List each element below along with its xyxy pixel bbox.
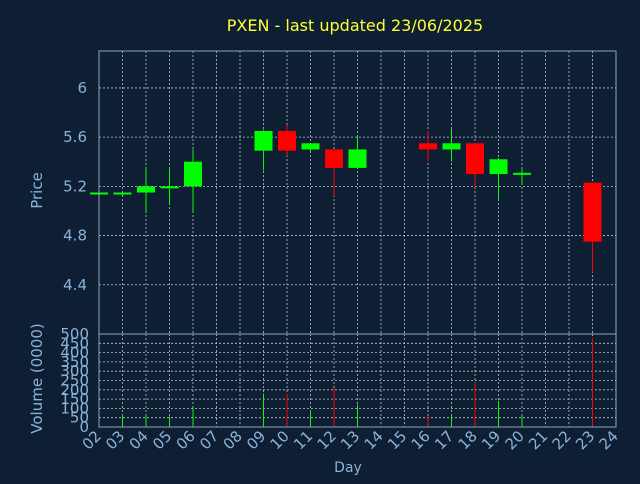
price-tick-label: 5.6 (63, 128, 87, 146)
x-tick-label: 17 (431, 427, 457, 453)
candle-body (489, 159, 508, 175)
price-tick-label: 6 (77, 79, 87, 97)
volume-tick-label: 300 (60, 362, 89, 380)
x-tick-label: 11 (290, 427, 316, 453)
volume-tick-label: 100 (60, 399, 89, 417)
x-tick-label: 13 (337, 427, 363, 453)
candle-body (419, 143, 437, 150)
x-tick-label: 15 (384, 427, 410, 453)
x-tick-label: 07 (196, 427, 222, 453)
x-tick-label: 08 (220, 427, 246, 453)
candle-body (113, 192, 132, 195)
x-tick-label: 06 (173, 427, 199, 453)
x-tick-label: 04 (126, 427, 152, 453)
price-tick-label: 4.4 (63, 276, 87, 294)
volume-plot-frame (98, 333, 617, 428)
price-axis-label: Price (28, 172, 46, 209)
candle-body (184, 161, 202, 187)
candle-body (137, 186, 155, 193)
candle-body (513, 172, 531, 175)
x-tick-label: 14 (361, 427, 387, 453)
x-tick-label: 05 (149, 427, 175, 453)
volume-tick-label: 500 (60, 325, 89, 343)
volume-tick-label: 0 (79, 418, 89, 436)
candle-body (160, 186, 179, 189)
x-axis-label: Day (334, 460, 362, 476)
candle-body (301, 143, 320, 150)
volume-tick-label: 250 (60, 372, 89, 390)
volume-axis-label: Volume (0000) (28, 323, 46, 433)
candle-body (325, 149, 343, 168)
candle-body (466, 143, 484, 175)
candle-body (348, 149, 367, 168)
volume-tick-label: 150 (60, 390, 89, 408)
volume-tick-label: 50 (70, 409, 89, 427)
price-grid (98, 51, 617, 334)
x-tick-label: 19 (478, 427, 504, 453)
x-tick-label: 21 (525, 427, 551, 453)
candle-series (90, 124, 602, 273)
x-tick-label: 03 (102, 427, 128, 453)
chart-title: PXEN - last updated 23/06/2025 (227, 16, 483, 35)
volume-series (122, 337, 593, 427)
price-tick-label: 4.8 (63, 227, 87, 245)
volume-tick-label: 400 (60, 344, 89, 362)
x-tick-label: 10 (267, 427, 293, 453)
candle-body (278, 130, 296, 151)
x-tick-label: 24 (596, 427, 622, 453)
price-tick-label: 5.2 (63, 177, 87, 195)
x-tick-label: 18 (455, 427, 481, 453)
volume-tick-label: 200 (60, 381, 89, 399)
x-tick-label: 16 (408, 427, 434, 453)
candle-body (442, 143, 461, 150)
x-tick-label: 22 (549, 427, 575, 453)
x-tick-label: 09 (243, 427, 269, 453)
x-tick-label: 23 (572, 427, 598, 453)
volume-tick-label: 350 (60, 353, 89, 371)
x-tick-label: 20 (502, 427, 528, 453)
x-tick-label: 12 (314, 427, 340, 453)
candle-body (583, 182, 602, 242)
volume-tick-label: 450 (60, 334, 89, 352)
axes: 0203040506070809101112131415161718192021… (60, 50, 622, 453)
candle-body (254, 130, 273, 151)
